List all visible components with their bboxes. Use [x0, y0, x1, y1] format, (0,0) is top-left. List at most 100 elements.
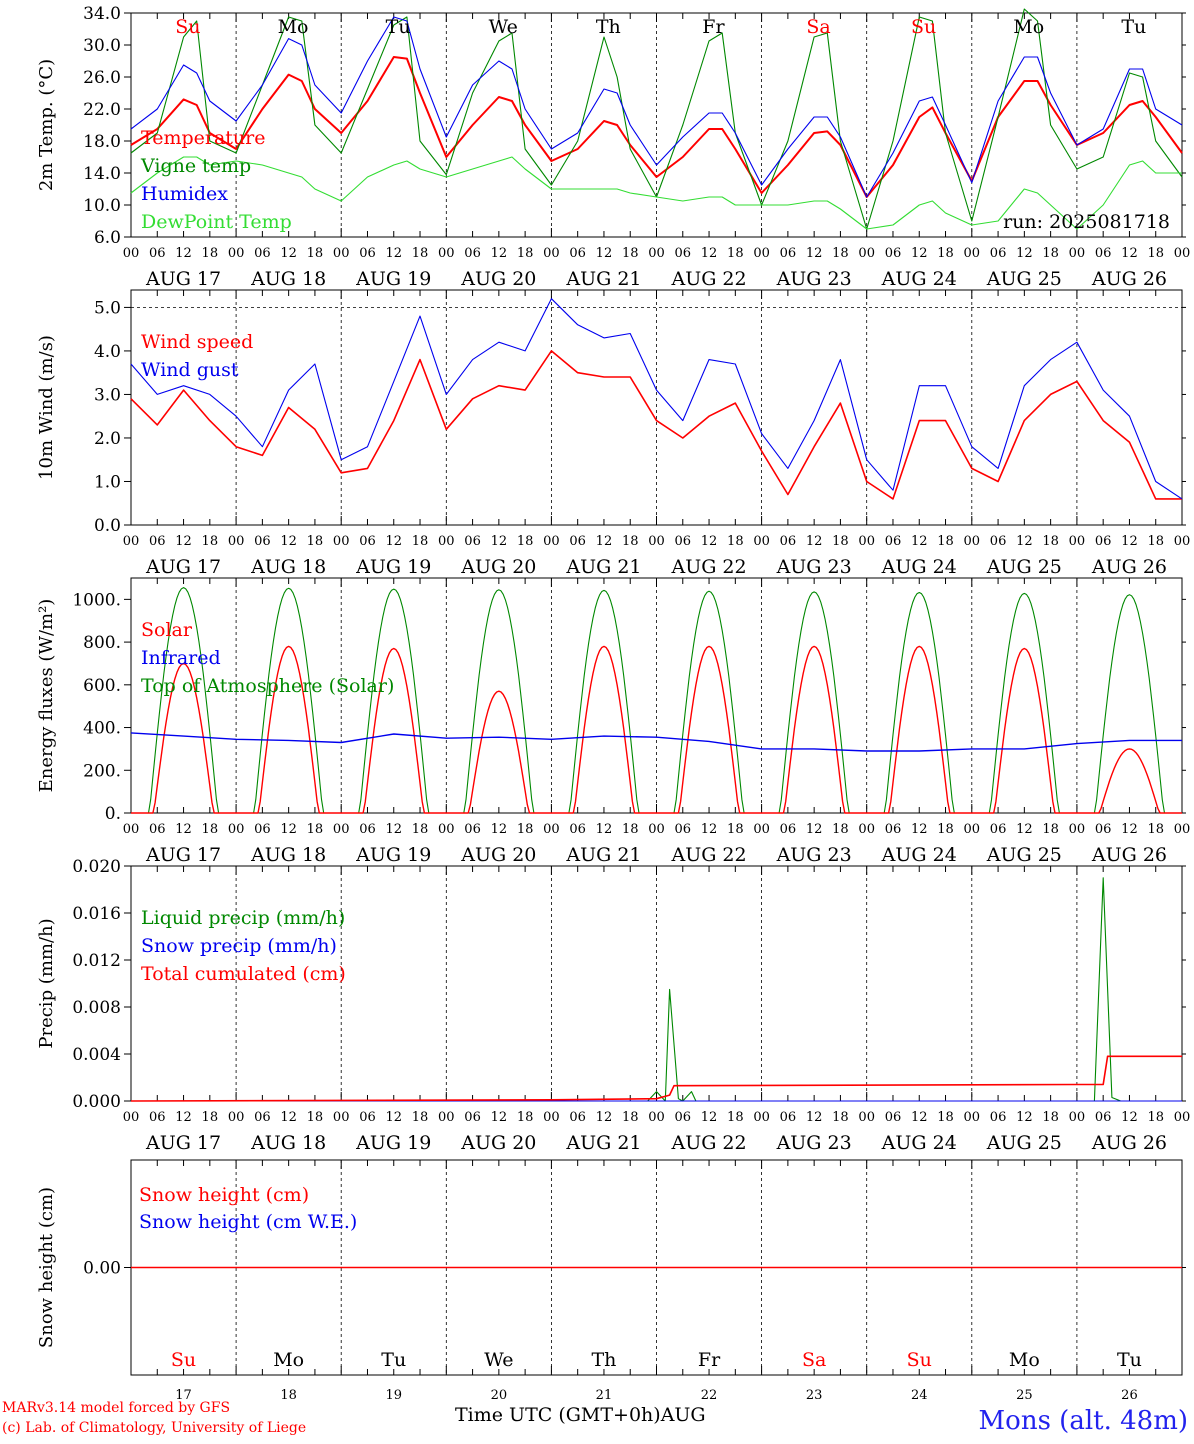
date-label: AUG 26: [1091, 1132, 1167, 1154]
hour-tick-label: 18: [1042, 246, 1059, 261]
day-number: 21: [596, 1388, 613, 1403]
date-label: AUG 19: [355, 1132, 431, 1154]
date-label: AUG 20: [460, 268, 536, 290]
panel-0-ytick-label: 10.0: [83, 196, 121, 216]
date-label: AUG 21: [565, 1132, 641, 1154]
hour-tick-label: 12: [596, 822, 613, 837]
day-name: Su: [175, 16, 200, 38]
hour-tick-label: 12: [806, 246, 823, 261]
date-label: AUG 19: [355, 844, 431, 866]
date-label: AUG 17: [145, 556, 221, 578]
hour-tick-label: 12: [596, 534, 613, 549]
hour-tick-label: 00: [648, 822, 665, 837]
panel-3-ytick-label: 0.000: [72, 1092, 121, 1112]
hour-tick-label: 06: [990, 534, 1007, 549]
panel-0-ytick-label: 6.0: [94, 228, 121, 248]
hour-tick-label: 12: [175, 246, 192, 261]
hour-tick-label: 06: [885, 534, 902, 549]
hour-tick-label: 00: [753, 1110, 770, 1125]
hour-tick-label: 00: [438, 822, 455, 837]
hour-tick-label: 00: [753, 534, 770, 549]
hour-tick-label: 12: [385, 246, 402, 261]
day-number: 18: [280, 1388, 297, 1403]
hour-tick-label: 06: [675, 246, 692, 261]
hour-tick-label: 00: [543, 1110, 560, 1125]
date-label: AUG 18: [250, 556, 326, 578]
date-label: AUG 26: [1091, 844, 1167, 866]
hour-tick-label: 12: [806, 534, 823, 549]
day-name: Sa: [802, 1349, 826, 1371]
hour-tick-label: 06: [780, 822, 797, 837]
hour-tick-label: 06: [1095, 1110, 1112, 1125]
hour-tick-label: 06: [254, 1110, 271, 1125]
hour-tick-label: 06: [885, 246, 902, 261]
hour-tick-label: 12: [806, 1110, 823, 1125]
hour-tick-label: 12: [1016, 822, 1033, 837]
hour-tick-label: 12: [596, 246, 613, 261]
date-label: AUG 17: [145, 844, 221, 866]
hour-tick-label: 18: [202, 246, 219, 261]
day-name: Mo: [1009, 1349, 1040, 1371]
hour-tick-label: 18: [1147, 822, 1164, 837]
panel-1-ytick-label: 4.0: [94, 342, 121, 362]
hour-tick-label: 18: [1042, 822, 1059, 837]
hour-tick-label: 18: [832, 246, 849, 261]
legend-total-cumulated-cm: Total cumulated (cm): [141, 963, 346, 985]
hour-tick-label: 18: [307, 1110, 324, 1125]
legend-top-of-atmosphere-solar: Top of Atmosphere (Solar): [141, 675, 394, 697]
hour-tick-label: 18: [412, 534, 429, 549]
legend-dewpoint-temp: DewPoint Temp: [141, 211, 292, 233]
legend-snow-height-cm-w-e: Snow height (cm W.E.): [139, 1211, 357, 1233]
hour-tick-label: 06: [675, 822, 692, 837]
date-label: AUG 26: [1091, 556, 1167, 578]
hour-tick-label: 06: [780, 534, 797, 549]
panel-1-ytick-label: 5.0: [94, 298, 121, 318]
series-vigne-temp: [130, 8, 1183, 230]
series-wind-speed: [130, 350, 1182, 500]
hour-tick-label: 00: [228, 1110, 245, 1125]
hour-tick-label: 12: [1016, 1110, 1033, 1125]
hour-tick-label: 00: [1174, 246, 1191, 261]
panel-0-ylabel: 2m Temp. (°C): [36, 59, 57, 191]
hour-tick-label: 18: [622, 534, 639, 549]
legend-humidex: Humidex: [141, 183, 228, 205]
hour-tick-label: 00: [333, 822, 350, 837]
hour-tick-label: 00: [964, 534, 981, 549]
date-label: AUG 24: [881, 1132, 957, 1154]
hour-tick-label: 06: [569, 534, 586, 549]
run-label: run: 2025081718: [1003, 211, 1170, 233]
date-label: AUG 22: [670, 268, 746, 290]
hour-tick-label: 18: [832, 534, 849, 549]
series-humidex: [130, 16, 1183, 198]
hour-tick-label: 18: [412, 822, 429, 837]
hour-tick-label: 06: [569, 1110, 586, 1125]
hour-tick-label: 12: [911, 822, 928, 837]
hour-tick-label: 18: [1147, 534, 1164, 549]
date-label: AUG 25: [986, 844, 1062, 866]
hour-tick-label: 00: [228, 534, 245, 549]
hour-tick-label: 00: [123, 1110, 140, 1125]
hour-tick-label: 06: [254, 822, 271, 837]
hour-tick-label: 06: [464, 822, 481, 837]
hour-tick-label: 18: [937, 1110, 954, 1125]
series-solar: [131, 645, 1182, 814]
hour-tick-label: 12: [280, 534, 297, 549]
hour-tick-label: 06: [464, 246, 481, 261]
hour-tick-label: 00: [333, 246, 350, 261]
station-name: Mons (alt. 48m): [978, 1406, 1188, 1436]
hour-tick-label: 00: [543, 246, 560, 261]
hour-tick-label: 18: [307, 246, 324, 261]
day-name: Mo: [1013, 16, 1044, 38]
date-label: AUG 20: [460, 844, 536, 866]
hour-tick-label: 00: [964, 822, 981, 837]
hour-tick-label: 18: [937, 534, 954, 549]
hour-tick-label: 06: [780, 246, 797, 261]
date-label: AUG 23: [776, 556, 852, 578]
hour-tick-label: 06: [1095, 534, 1112, 549]
series-dewpoint-temp: [130, 156, 1182, 230]
hour-tick-label: 12: [911, 1110, 928, 1125]
hour-tick-label: 06: [990, 1110, 1007, 1125]
hour-tick-label: 12: [175, 534, 192, 549]
hour-tick-label: 12: [1016, 534, 1033, 549]
